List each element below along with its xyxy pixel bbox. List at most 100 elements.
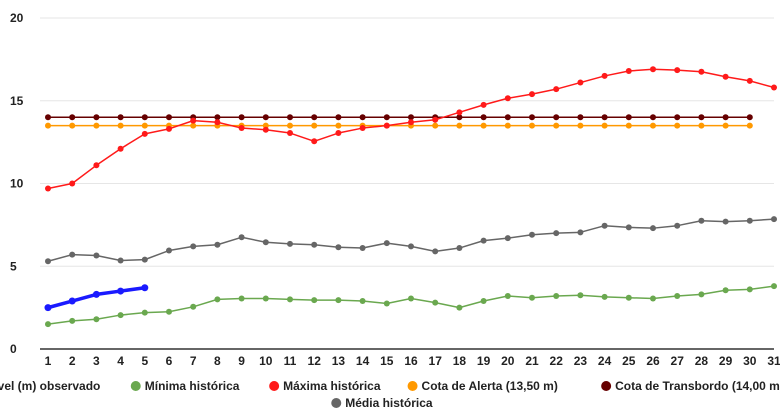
data-point	[190, 243, 197, 250]
x-tick-label: 7	[190, 354, 197, 368]
data-point	[553, 230, 560, 237]
data-point	[45, 321, 51, 328]
data-point	[93, 114, 100, 121]
data-point	[117, 257, 124, 264]
data-point	[746, 286, 753, 293]
data-point	[117, 122, 124, 129]
x-tick-label: 16	[404, 354, 418, 368]
data-point	[577, 229, 584, 236]
data-point	[601, 222, 608, 229]
data-point	[166, 308, 172, 315]
data-point	[553, 114, 560, 121]
data-point	[141, 130, 148, 137]
legend-label: Nível (m) observado	[0, 379, 100, 393]
legend-item-cota-de-alerta-13-50-m: Cota de Alerta (13,50 m)	[407, 379, 558, 393]
data-point	[141, 114, 148, 121]
legend-item-maxima-historica: Máxima histórica	[269, 379, 381, 393]
data-point	[529, 122, 535, 129]
data-point	[456, 122, 463, 129]
data-point	[746, 77, 753, 84]
data-point	[311, 114, 318, 121]
x-tick-label: 3	[93, 354, 100, 368]
data-point	[746, 114, 753, 121]
data-point	[553, 293, 560, 300]
data-point	[529, 231, 535, 238]
data-point	[262, 295, 269, 302]
x-tick-label: 27	[671, 354, 685, 368]
legend-item-nivel-m-observado: Nível (m) observado	[0, 379, 100, 393]
data-point	[69, 317, 76, 324]
data-point	[383, 300, 390, 307]
series-media-historica	[45, 216, 777, 265]
data-point	[166, 247, 172, 254]
data-point	[287, 296, 293, 303]
data-point	[45, 258, 51, 265]
data-point	[335, 122, 342, 129]
data-point	[601, 114, 608, 121]
data-point	[722, 122, 729, 129]
data-point	[311, 297, 318, 304]
data-point	[698, 291, 705, 298]
data-point	[262, 126, 269, 133]
data-point	[214, 241, 221, 248]
data-point	[674, 293, 681, 300]
data-point	[480, 237, 487, 244]
legend-label: Máxima histórica	[283, 379, 381, 393]
data-point	[359, 245, 366, 252]
x-tick-label: 13	[332, 354, 346, 368]
data-point	[504, 122, 511, 129]
data-point	[650, 122, 656, 129]
data-point	[214, 119, 221, 126]
data-point	[92, 290, 100, 298]
data-point	[359, 114, 366, 121]
data-point	[601, 293, 608, 300]
data-point	[408, 119, 414, 126]
data-point	[674, 222, 681, 229]
data-point	[383, 114, 390, 121]
data-point	[141, 309, 148, 316]
series-line	[47, 68, 775, 190]
x-tick-label: 18	[453, 354, 467, 368]
data-point	[432, 122, 439, 129]
data-point	[771, 216, 777, 223]
data-point	[262, 114, 269, 121]
data-point	[287, 240, 293, 247]
data-point	[69, 251, 76, 258]
data-point	[93, 122, 100, 129]
legend-marker	[407, 381, 418, 391]
data-point	[44, 304, 52, 312]
legend-item-minima-historica: Mínima histórica	[130, 379, 240, 393]
data-point	[456, 304, 463, 311]
data-point	[383, 122, 390, 129]
data-point	[408, 243, 414, 250]
series-maxima-historica	[45, 66, 777, 192]
data-point	[166, 125, 172, 132]
legend-marker	[130, 381, 141, 391]
data-point	[771, 84, 777, 91]
data-point	[456, 114, 463, 121]
data-point	[68, 297, 76, 305]
data-point	[504, 235, 511, 242]
data-point	[335, 297, 342, 304]
data-point	[504, 95, 511, 102]
x-tick-label: 1	[45, 354, 52, 368]
data-point	[335, 114, 342, 121]
data-point	[287, 130, 293, 137]
data-point	[262, 122, 269, 129]
x-tick-label: 15	[380, 354, 394, 368]
data-point	[287, 114, 293, 121]
data-point	[190, 122, 197, 129]
data-point	[238, 114, 245, 121]
data-point	[93, 252, 100, 259]
data-point	[69, 122, 76, 129]
data-point	[480, 114, 487, 121]
x-tick-label: 20	[501, 354, 515, 368]
legend-label: Média histórica	[345, 396, 433, 410]
series-layer	[44, 66, 777, 328]
y-tick-label: 15	[10, 94, 24, 108]
data-point	[625, 294, 632, 301]
x-tick-label: 31	[767, 354, 780, 368]
data-point	[287, 122, 293, 129]
data-point	[650, 114, 656, 121]
legend-marker	[331, 398, 342, 408]
